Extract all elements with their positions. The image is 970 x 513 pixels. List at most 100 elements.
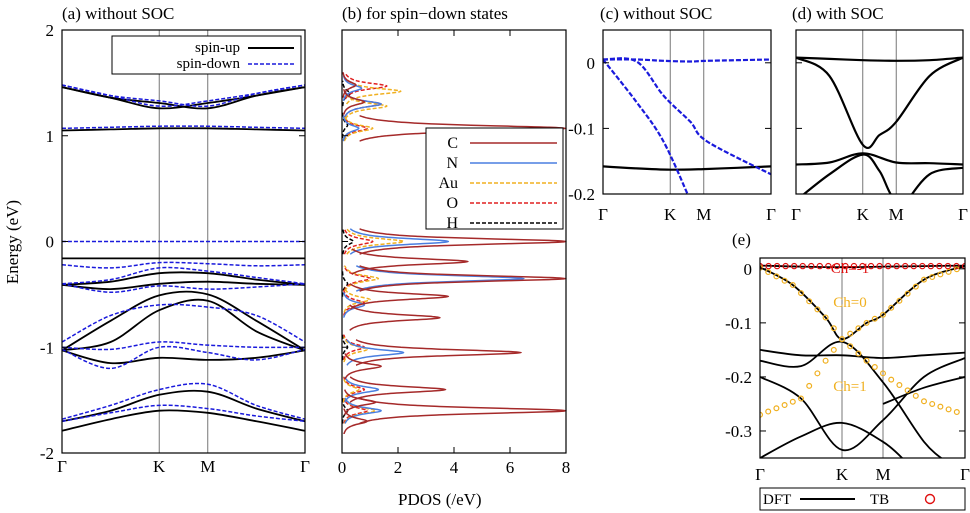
tb-point-orange xyxy=(937,403,944,410)
pdos-peak-Au xyxy=(344,265,380,292)
panel-a-title: (a) without SOC xyxy=(62,4,174,23)
pdos-legend-label-C: C xyxy=(447,135,458,152)
spin-down-band xyxy=(61,341,306,351)
tb-point-orange xyxy=(896,382,903,389)
tb-point-red xyxy=(816,262,823,270)
tb-point-red xyxy=(790,262,798,270)
y-tick-label: 0 xyxy=(46,233,55,252)
x-tick-label: 4 xyxy=(450,458,459,477)
k-point-label: Γ xyxy=(300,457,310,476)
tb-point-red xyxy=(867,262,875,270)
pdos-peak-C xyxy=(349,283,450,310)
tb-point-red xyxy=(808,262,815,270)
pdos-peak-Au xyxy=(344,92,388,120)
legend-tb-marker xyxy=(924,493,936,505)
tb-point-red xyxy=(833,262,841,270)
pdos-peak-C xyxy=(344,353,382,380)
tb-point-red xyxy=(927,262,935,270)
tb-point-red xyxy=(893,262,900,270)
spin-down-band xyxy=(61,404,306,423)
spin-down-band xyxy=(61,261,306,269)
spin-down-band xyxy=(61,345,306,370)
panel-a: (a) without SOC Energy (eV) 210-1-2Γ K M Γ … xyxy=(3,4,310,476)
y-tick-label: 2 xyxy=(46,21,55,40)
pdos-peak-N xyxy=(349,228,450,255)
spin-up-band xyxy=(61,280,306,291)
pdos-peak-N xyxy=(346,339,405,366)
dft-band xyxy=(760,357,965,452)
tb-point-red xyxy=(773,262,781,270)
panel-e-bands xyxy=(760,262,965,458)
tb-point-orange xyxy=(847,343,854,350)
spin-down-band xyxy=(61,125,306,130)
tb-point-red xyxy=(825,262,832,270)
y-tick-label: -0.2 xyxy=(725,368,752,387)
tb-point-orange xyxy=(855,325,862,332)
tb-point-orange xyxy=(871,315,878,322)
tb-point-orange xyxy=(773,405,780,412)
tb-point-red xyxy=(884,262,892,270)
tb-point-red xyxy=(944,262,952,270)
spin-up-band xyxy=(61,409,306,432)
tb-point-orange xyxy=(806,382,813,389)
pdos-peak-C xyxy=(355,339,522,366)
k-point-label: Γ xyxy=(598,205,608,224)
dft-band xyxy=(760,264,965,269)
panel-d-plot-area xyxy=(796,30,963,194)
dft-band xyxy=(760,340,943,458)
pdos-peak-C xyxy=(359,228,567,255)
tb-point-red xyxy=(902,262,909,270)
tb-point-orange xyxy=(830,325,837,332)
pdos-peak-O xyxy=(344,72,388,100)
k-point-label: Γ xyxy=(958,205,968,224)
panel-b: (b) for spin−down states 0 2 4 6 8 PDOS (/eV… xyxy=(338,4,571,509)
tb-point-orange xyxy=(945,268,952,275)
tb-point-orange xyxy=(929,400,936,407)
panel-d-bands xyxy=(796,56,963,194)
y-tick-label: 0 xyxy=(744,260,753,279)
tb-point-orange xyxy=(830,346,837,353)
k-point-label: Γ xyxy=(791,205,801,224)
tb-point-red xyxy=(799,262,806,270)
tb-point-red xyxy=(765,262,772,270)
tb-point-orange xyxy=(920,398,927,405)
tb-point-orange xyxy=(912,392,919,399)
pdos-peak-Au xyxy=(343,336,368,363)
k-point-label: M xyxy=(889,205,904,224)
tb-point-orange xyxy=(879,370,886,377)
tb-point-red xyxy=(936,262,943,270)
panel-b-plot-area xyxy=(341,72,567,435)
tb-point-orange xyxy=(781,402,788,409)
k-point-label: M xyxy=(200,457,215,476)
spin-down-band xyxy=(61,84,306,108)
tb-point-orange xyxy=(822,314,829,321)
pdos-peak-O xyxy=(343,115,368,142)
tb-point-orange xyxy=(945,406,952,413)
panel-e-plot-area xyxy=(760,258,965,458)
y-axis-label: Energy (eV) xyxy=(3,200,22,284)
spin-up-band xyxy=(61,127,306,132)
tb-point-orange xyxy=(797,290,804,297)
panel-c-bands xyxy=(603,57,771,194)
pdos-peak-O xyxy=(343,397,368,424)
dft-band xyxy=(760,421,904,458)
tb-point-orange xyxy=(888,304,895,311)
panel-c-frame xyxy=(602,29,772,195)
k-point-label: Γ xyxy=(57,457,67,476)
y-tick-label: -2 xyxy=(40,444,54,463)
tb-point-red xyxy=(910,262,917,270)
pdos-peak-O xyxy=(343,265,371,292)
panel-e-legend: DFT TB xyxy=(759,487,966,511)
tb-point-orange xyxy=(814,370,821,377)
k-point-label: Γ xyxy=(960,465,970,484)
tb-point-orange xyxy=(789,398,796,405)
tb-point-orange xyxy=(896,297,903,304)
tb-point-orange xyxy=(789,282,796,289)
spin-up-band xyxy=(61,290,306,352)
pdos-peak-C xyxy=(349,304,441,331)
spin-down-band xyxy=(61,283,306,294)
panel-e-ticks: 0 -0.1 -0.2 -0.3 Γ K M Γ Ch=-1 Ch=0 Ch=1 xyxy=(725,260,970,484)
tb-point-red xyxy=(919,262,926,270)
tb-point-orange xyxy=(937,271,944,278)
spin-up-band xyxy=(61,271,306,286)
